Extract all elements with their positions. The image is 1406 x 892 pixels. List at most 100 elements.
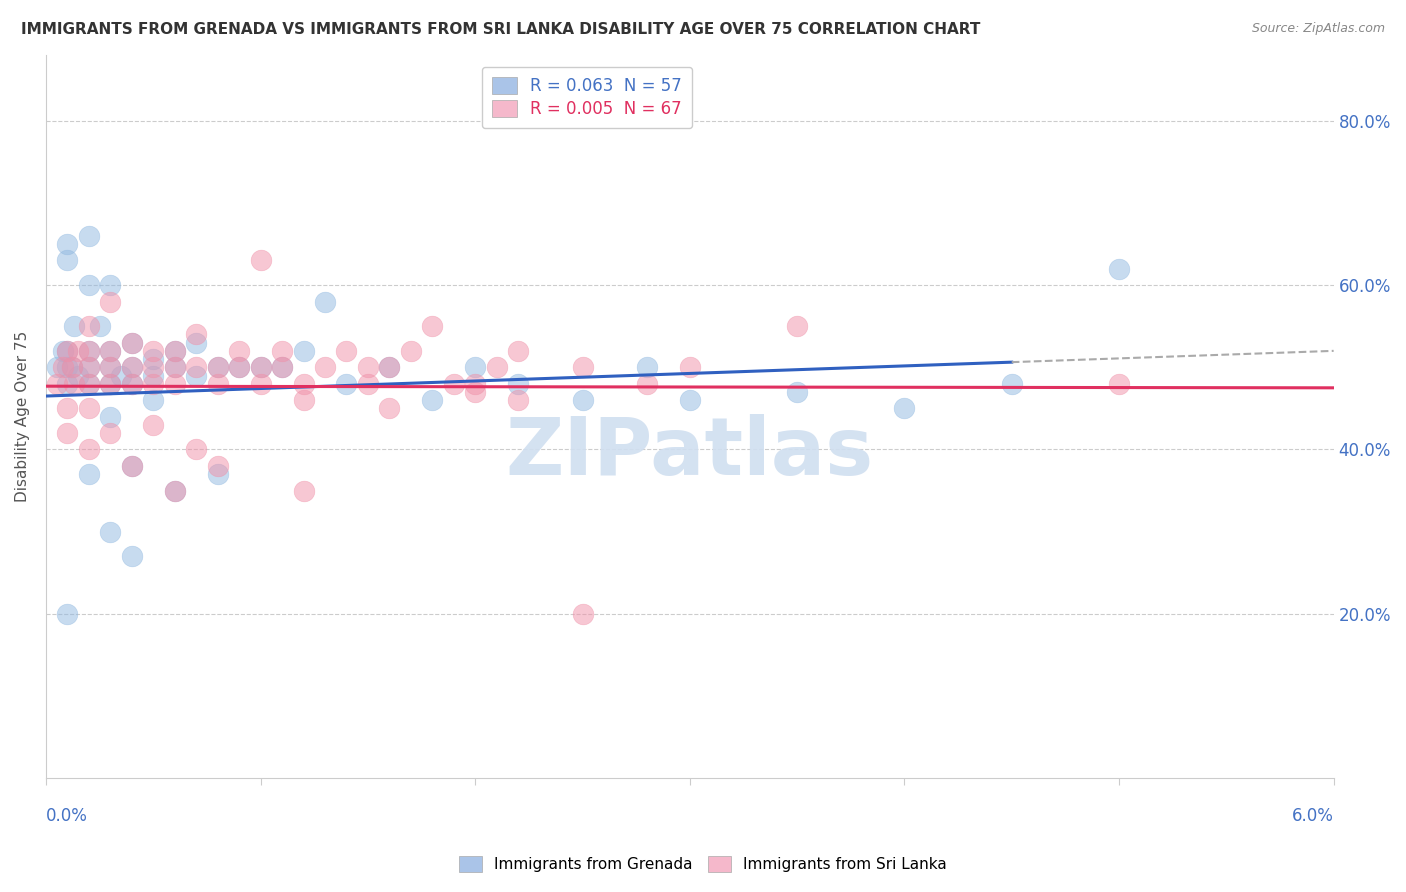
Point <box>249 253 271 268</box>
Point <box>1001 376 1024 391</box>
Point <box>63 319 86 334</box>
Point <box>98 343 121 358</box>
Point <box>571 360 593 375</box>
Point <box>77 360 100 375</box>
Point <box>77 319 100 334</box>
Point <box>110 368 132 383</box>
Point <box>249 360 271 375</box>
Point <box>56 360 79 375</box>
Point <box>56 425 79 440</box>
Point <box>508 343 530 358</box>
Point <box>292 393 315 408</box>
Point <box>786 384 808 399</box>
Text: ZIPatlas: ZIPatlas <box>506 414 875 491</box>
Point <box>60 360 83 375</box>
Point <box>679 393 702 408</box>
Point <box>98 294 121 309</box>
Point <box>77 228 100 243</box>
Point <box>77 376 100 391</box>
Point <box>786 319 808 334</box>
Point <box>485 360 508 375</box>
Point <box>399 343 422 358</box>
Point <box>98 409 121 424</box>
Point <box>378 360 401 375</box>
Point <box>77 360 100 375</box>
Point <box>636 360 658 375</box>
Point <box>67 368 90 383</box>
Point <box>56 237 79 252</box>
Point <box>163 343 186 358</box>
Point <box>314 294 336 309</box>
Point <box>63 376 86 391</box>
Point <box>142 368 165 383</box>
Point <box>378 401 401 416</box>
Point <box>121 335 143 350</box>
Point <box>98 524 121 539</box>
Point <box>207 360 229 375</box>
Text: Source: ZipAtlas.com: Source: ZipAtlas.com <box>1251 22 1385 36</box>
Point <box>357 360 380 375</box>
Point <box>60 360 83 375</box>
Point <box>98 425 121 440</box>
Point <box>163 483 186 498</box>
Point <box>207 376 229 391</box>
Point <box>207 360 229 375</box>
Point <box>98 278 121 293</box>
Point <box>142 352 165 367</box>
Point <box>508 393 530 408</box>
Point <box>142 376 165 391</box>
Point <box>121 360 143 375</box>
Point <box>378 360 401 375</box>
Point <box>228 343 250 358</box>
Point <box>56 343 79 358</box>
Point <box>314 360 336 375</box>
Point <box>207 467 229 481</box>
Point <box>464 376 486 391</box>
Point <box>464 360 486 375</box>
Point <box>52 343 75 358</box>
Point <box>893 401 915 416</box>
Point <box>98 376 121 391</box>
Point <box>142 360 165 375</box>
Point <box>207 458 229 473</box>
Point <box>98 360 121 375</box>
Point <box>228 360 250 375</box>
Text: 6.0%: 6.0% <box>1292 807 1334 825</box>
Point <box>56 343 79 358</box>
Point <box>142 393 165 408</box>
Point <box>77 467 100 481</box>
Point <box>508 376 530 391</box>
Point <box>1108 376 1130 391</box>
Point <box>249 376 271 391</box>
Point <box>121 376 143 391</box>
Point <box>98 360 121 375</box>
Point <box>77 376 100 391</box>
Point <box>186 442 208 457</box>
Point <box>56 401 79 416</box>
Point <box>1108 261 1130 276</box>
Point <box>292 343 315 358</box>
Point <box>335 376 357 391</box>
Point <box>77 278 100 293</box>
Point <box>89 319 111 334</box>
Legend: R = 0.063  N = 57, R = 0.005  N = 67: R = 0.063 N = 57, R = 0.005 N = 67 <box>482 67 692 128</box>
Point <box>142 417 165 432</box>
Point <box>271 343 294 358</box>
Point <box>121 549 143 564</box>
Point <box>636 376 658 391</box>
Text: IMMIGRANTS FROM GRENADA VS IMMIGRANTS FROM SRI LANKA DISABILITY AGE OVER 75 CORR: IMMIGRANTS FROM GRENADA VS IMMIGRANTS FR… <box>21 22 980 37</box>
Point <box>56 607 79 621</box>
Point <box>163 483 186 498</box>
Point <box>142 343 165 358</box>
Point <box>186 360 208 375</box>
Point <box>271 360 294 375</box>
Point <box>443 376 465 391</box>
Point <box>357 376 380 391</box>
Legend: Immigrants from Grenada, Immigrants from Sri Lanka: Immigrants from Grenada, Immigrants from… <box>451 848 955 880</box>
Point <box>45 376 67 391</box>
Point <box>98 343 121 358</box>
Point <box>420 393 443 408</box>
Point <box>67 343 90 358</box>
Point <box>163 360 186 375</box>
Y-axis label: Disability Age Over 75: Disability Age Over 75 <box>15 331 30 502</box>
